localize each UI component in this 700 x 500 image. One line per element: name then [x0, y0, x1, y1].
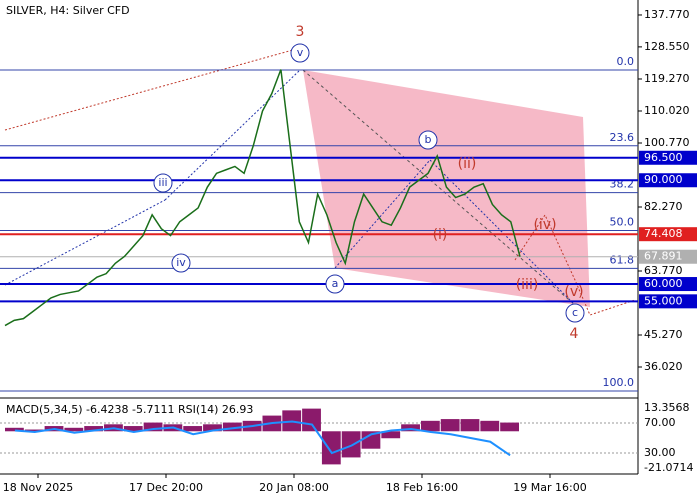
level-label: 67.891	[644, 250, 683, 263]
wave-label: b	[425, 133, 432, 146]
level-tag	[639, 294, 697, 309]
level-tag	[639, 277, 697, 292]
rsi-tick-label: 70.00	[644, 416, 676, 429]
wave-label: v	[297, 46, 304, 59]
wave-circle	[290, 43, 310, 63]
wave-label: iii	[158, 176, 167, 189]
wave-label: 4	[570, 326, 579, 342]
macd-bar	[143, 422, 163, 432]
fib-label: 50.0	[610, 215, 635, 228]
wave-label: (iii)	[516, 277, 539, 293]
x-tick-label: 19 Mar 16:00	[513, 481, 586, 494]
y-tick-label: 137.770	[644, 8, 690, 21]
macd-bar	[24, 429, 44, 432]
fib-label: 100.0	[603, 376, 635, 389]
macd-bar	[222, 422, 242, 432]
y-tick-label: 128.550	[644, 40, 690, 53]
macd-bar	[381, 431, 401, 439]
wave-label: c	[572, 306, 578, 319]
wave-circle	[565, 303, 585, 323]
y-tick-label: 100.770	[644, 136, 690, 149]
fib-label: 23.6	[610, 131, 635, 144]
level-label: 55.000	[644, 294, 683, 307]
macd-bar	[480, 420, 500, 432]
wave-circle	[325, 274, 345, 294]
wave-label: (i)	[433, 227, 448, 243]
wave-label: (v)	[564, 284, 583, 300]
macd-bar	[321, 431, 341, 465]
macd-bar	[203, 424, 222, 432]
macd-bar	[440, 419, 460, 432]
wave-label: a	[332, 277, 339, 290]
level-label: 60.000	[644, 277, 683, 290]
y-tick-label: 82.270	[644, 200, 683, 213]
wave-label: (ii)	[458, 156, 477, 172]
macd-bar	[5, 427, 24, 432]
y-tick-label: 119.270	[644, 72, 690, 85]
macd-bar	[84, 426, 104, 432]
rsi-tick-label: 30.00	[644, 446, 676, 459]
level-tag	[639, 150, 697, 165]
level-label: 74.408	[644, 227, 683, 240]
macd-bar	[460, 419, 480, 432]
trend-line	[164, 69, 301, 201]
wave-label: 3	[296, 24, 305, 40]
macd-bar	[500, 422, 519, 432]
macd-bar	[64, 427, 84, 432]
level-label: 90.000	[644, 173, 683, 186]
macd-bar	[302, 408, 321, 432]
x-tick-label: 20 Jan 08:00	[259, 481, 329, 494]
wave-label: (iv)	[533, 217, 556, 233]
price-line	[4, 69, 521, 327]
macd-bar	[123, 426, 143, 432]
wave-circle	[153, 173, 173, 193]
macd-bar	[341, 431, 361, 458]
macd-bar	[361, 431, 381, 449]
rsi-line	[14, 420, 511, 457]
x-tick-label: 17 Dec 20:00	[129, 481, 203, 494]
y-tick-label: 45.270	[644, 328, 683, 341]
macd-tick-label: -21.0714	[644, 461, 693, 474]
x-tick-label: 18 Feb 16:00	[386, 481, 458, 494]
fib-label: 0.0	[617, 55, 635, 68]
macd-bar	[420, 420, 440, 432]
trend-line	[4, 47, 301, 131]
y-tick-label: 110.020	[644, 104, 690, 117]
x-tick-label: 18 Nov 2025	[3, 481, 73, 494]
macd-bar	[183, 426, 203, 432]
y-tick-label: 63.770	[644, 264, 683, 277]
y-tick-label: 36.020	[644, 360, 683, 373]
macd-tick-label: 13.3568	[644, 401, 690, 414]
wave-label: iv	[176, 256, 186, 269]
wave-circle	[171, 253, 191, 273]
level-label: 96.500	[644, 151, 683, 164]
level-tag	[639, 227, 697, 242]
chart-title: SILVER, H4: Silver CFD	[6, 4, 130, 17]
macd-bar	[401, 424, 420, 432]
level-tag	[639, 173, 697, 188]
level-tag	[639, 249, 697, 264]
indicator-title: MACD(5,34,5) -6.4238 -5.7111 RSI(14) 26.…	[6, 403, 253, 416]
wave-circle	[418, 130, 438, 150]
fib-label: 61.8	[610, 253, 635, 266]
